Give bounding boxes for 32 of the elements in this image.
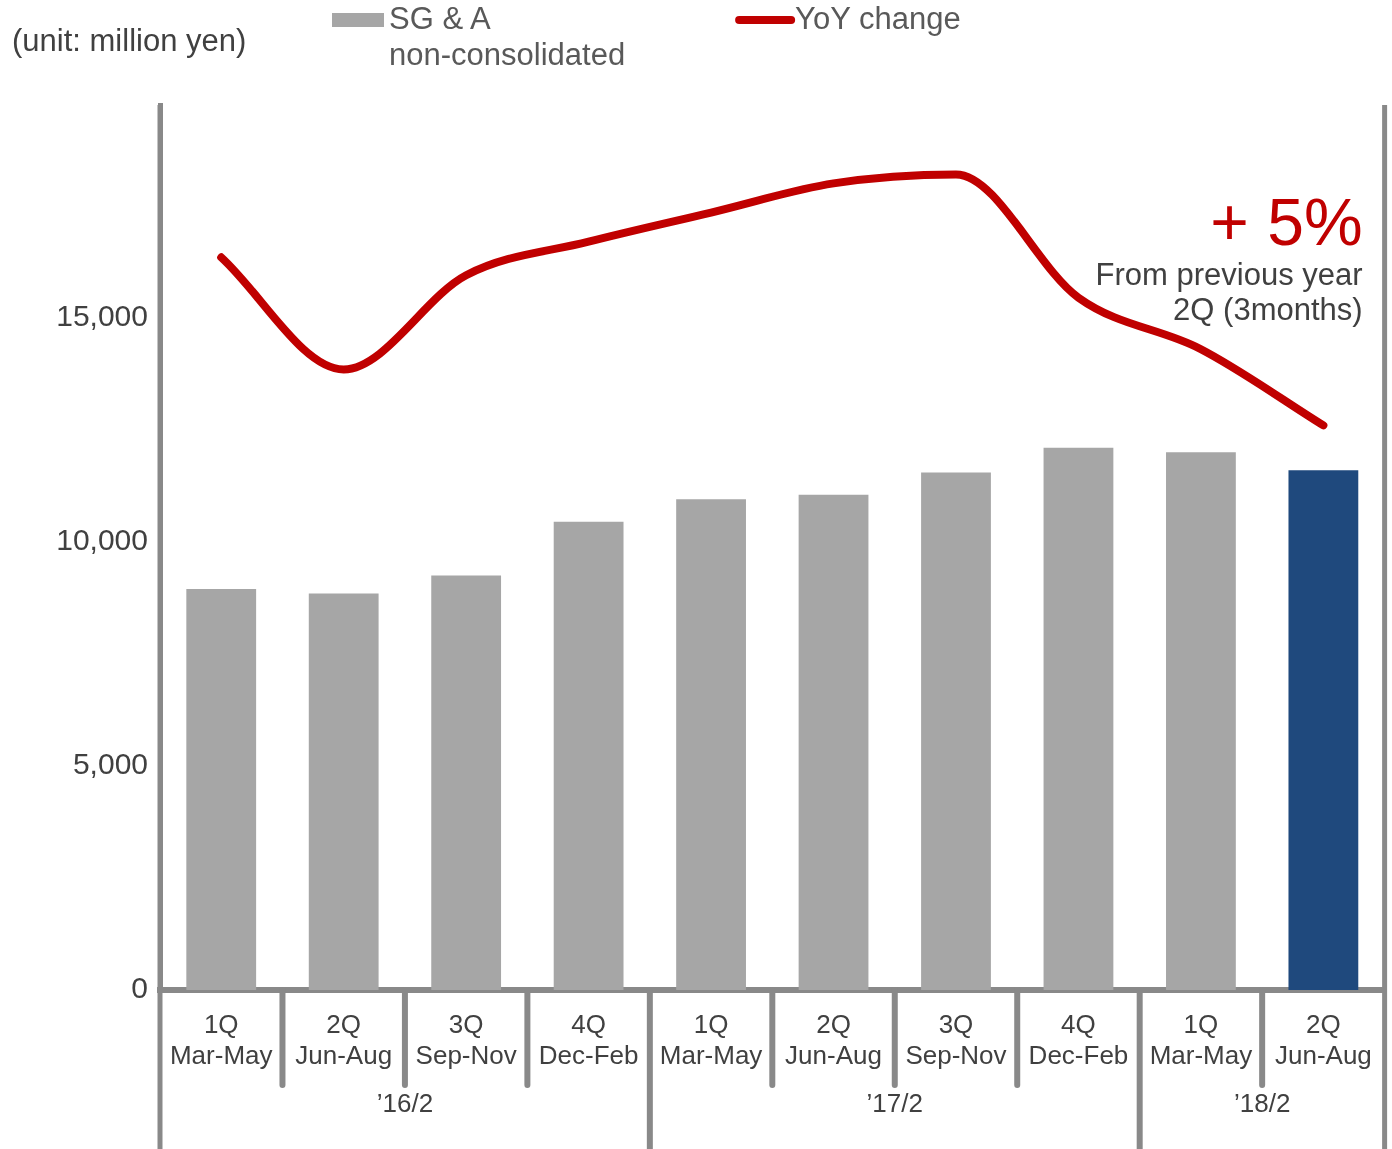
text: ’17/2 <box>866 1088 923 1119</box>
legend-label: YoY change <box>795 0 961 36</box>
x-tick-label: 1Q Mar-May <box>169 1008 273 1070</box>
text: ’18/2 <box>1233 1088 1291 1119</box>
bar <box>676 499 746 990</box>
x-tick-label: 2Q Jun-Aug <box>785 1008 882 1070</box>
x-tick-label: 2Q Jun-Aug <box>1274 1008 1372 1070</box>
text: ’16/2 <box>376 1088 434 1119</box>
x-tick-label: 1Q Mar-May <box>1149 1008 1253 1070</box>
y-tick-label: 10,000 <box>56 523 148 557</box>
x-tick-label: 2Q Jun-Aug <box>295 1008 393 1070</box>
y-tick-label: 0 <box>131 971 148 1005</box>
bar <box>1288 470 1359 990</box>
y-tick-label: 15,000 <box>56 299 148 333</box>
bar <box>1166 452 1236 990</box>
bar <box>431 575 502 990</box>
annotation: From previous year 2Q (3months) <box>1095 257 1363 327</box>
bar <box>308 593 379 990</box>
x-tick-label: 1Q Mar-May <box>659 1008 763 1070</box>
bar <box>186 588 257 990</box>
x-tick-label: 3Q Sep-Nov <box>415 1008 517 1070</box>
bar <box>921 472 991 990</box>
annotation: + 5% <box>1210 185 1363 259</box>
bar <box>1043 447 1114 990</box>
x-tick-label: 4Q Dec-Feb <box>538 1008 639 1070</box>
bar <box>553 521 624 990</box>
y-axis-title: (unit: million yen) <box>12 22 247 58</box>
x-tick-label: 4Q Dec-Feb <box>1028 1008 1129 1070</box>
bar <box>798 494 869 990</box>
legend-label: SG & A non-consolidated <box>389 0 626 72</box>
x-tick-label: 3Q Sep-Nov <box>905 1008 1007 1070</box>
y-tick-label: 5,000 <box>72 747 148 781</box>
